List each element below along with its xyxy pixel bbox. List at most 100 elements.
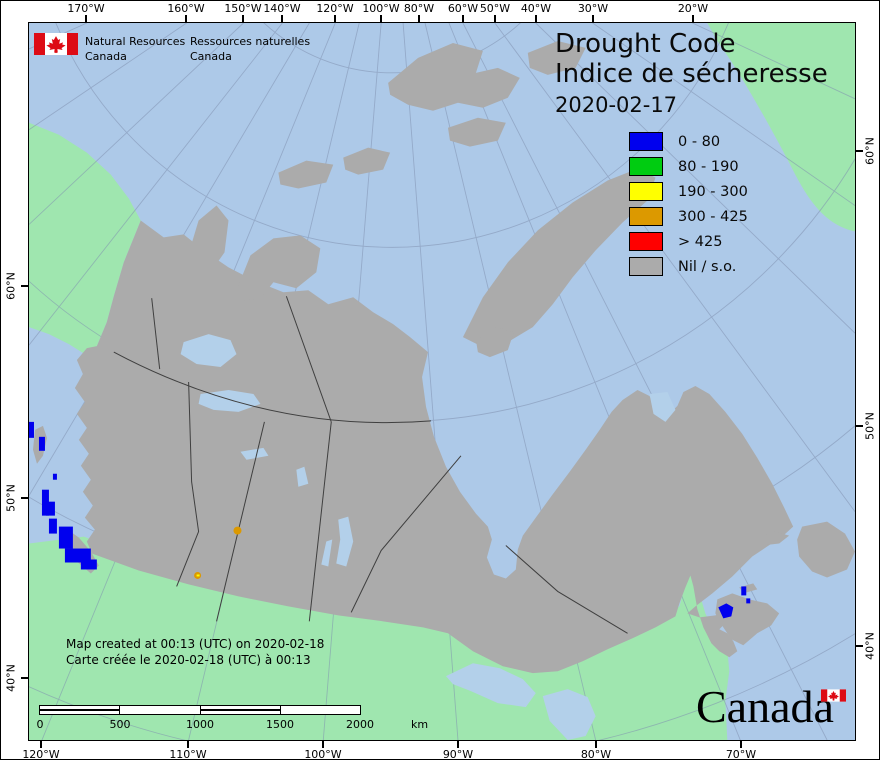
border-sk-mb: [308, 421, 332, 622]
victoria-island: [238, 235, 321, 301]
tick-top: [281, 15, 283, 22]
tick-top: [380, 15, 382, 22]
border-yukon-nwt: [151, 298, 161, 370]
legend-swatch-blue: [629, 132, 663, 151]
great-bear-lake: [180, 334, 237, 368]
graticule-label-top: 30°W: [577, 2, 609, 15]
graticule-label-bottom: 120°W: [22, 748, 60, 760]
lake-winnipegosis: [321, 539, 333, 567]
tick-bottom: [187, 741, 189, 748]
scale-label: 0: [36, 718, 44, 731]
graticule-label-top: 170°W: [67, 2, 105, 15]
graticule-label-top: 120°W: [316, 2, 354, 15]
legend-label: 80 - 190: [678, 158, 739, 175]
tick-top: [462, 15, 464, 22]
legend-label: 300 - 425: [678, 208, 748, 225]
tick-left: [21, 285, 28, 287]
tick-bottom: [595, 741, 597, 748]
canada-mainland: [74, 220, 794, 674]
logo-en-line2: Canada: [85, 50, 127, 63]
graticule-label-bottom: 100°W: [304, 748, 342, 760]
legend-row: 190 - 300: [629, 182, 748, 201]
tick-left: [21, 677, 28, 679]
tick-top: [692, 15, 694, 22]
tick-top: [535, 15, 537, 22]
graticule-label-right: 60°N: [863, 137, 877, 165]
scale-label: 2000: [346, 718, 374, 731]
legend-swatch-yellow: [629, 182, 663, 201]
tick-top: [185, 15, 187, 22]
title-fr: Indice de sécheresse: [555, 59, 828, 89]
tick-right: [856, 150, 863, 152]
map-frame: [28, 22, 856, 741]
logo-fr-line2: Canada: [190, 50, 232, 63]
scale-segment: [119, 706, 199, 714]
scale-bar-segments: [39, 705, 361, 715]
tick-right: [856, 645, 863, 647]
tick-top: [85, 15, 87, 22]
title-en: Drought Code: [555, 29, 736, 59]
parry-island: [278, 160, 334, 189]
graticule-label-top: 40°W: [520, 2, 552, 15]
graticule-label-left: 60°N: [4, 272, 18, 300]
tick-top: [494, 15, 496, 22]
tick-top: [592, 15, 594, 22]
banks-island: [186, 205, 229, 273]
wordmark-flag-icon: [821, 689, 846, 702]
tick-bottom: [457, 741, 459, 748]
graticule-label-bottom: 110°W: [169, 748, 207, 760]
graticule-label-bottom: 80°W: [580, 748, 612, 760]
scale-segment: [279, 706, 360, 714]
scale-bar: 0 500 1000 1500 2000 km: [36, 705, 429, 732]
lake-athabasca: [240, 447, 269, 460]
border-on-qc: [505, 545, 628, 634]
legend-label: 190 - 300: [678, 183, 748, 200]
graticule-label-right: 50°N: [863, 412, 877, 440]
legend-swatch-orange: [629, 207, 663, 226]
drought-low-patches: [29, 421, 751, 619]
border-bc-ab: [176, 381, 200, 587]
great-slave-lake: [198, 389, 261, 412]
scale-segment: [40, 706, 120, 714]
legend-row: Nil / s.o.: [629, 257, 748, 276]
lake-huron-michigan: [542, 689, 596, 740]
greenland-landmass: [690, 23, 855, 232]
graticule-label-top: 60°W: [447, 2, 479, 15]
scale-label: 1000: [186, 718, 214, 731]
legend-row: 0 - 80: [629, 132, 748, 151]
drought-high-dots: [194, 526, 242, 579]
parry-island-2: [343, 147, 391, 175]
islands: [32, 40, 855, 646]
border-nwt-nunavut: [285, 296, 332, 423]
legend-row: 80 - 190: [629, 157, 748, 176]
graticule-label-top: 160°W: [167, 2, 205, 15]
graticule-label-left: 50°N: [4, 484, 18, 512]
map-canvas: [29, 23, 855, 740]
logo-en-line1: Natural Resources: [85, 35, 186, 48]
map-title: Drought Code Indice de sécheresse 2020-0…: [555, 29, 828, 118]
lake-winnipeg: [336, 516, 354, 567]
tick-left: [21, 497, 28, 499]
creation-note-en: Map created at 00:13 (UTC) on 2020-02-18: [66, 637, 325, 651]
graticule-label-bottom: 90°W: [442, 748, 474, 760]
legend-swatch-green: [629, 157, 663, 176]
legend-swatch-gray: [629, 257, 663, 276]
anticosti-island: [755, 531, 790, 546]
scale-bar-labels: 0 500 1000 1500 2000 km: [36, 718, 429, 732]
tick-bottom: [40, 741, 42, 748]
legend-label: > 425: [678, 233, 723, 250]
tick-top: [242, 15, 244, 22]
graticule-label-top: 140°W: [263, 2, 301, 15]
legend-label: Nil / s.o.: [678, 258, 737, 275]
alaska-landmass: [29, 122, 141, 355]
canada-wordmark: Canada: [696, 681, 834, 732]
creation-note: Map created at 00:13 (UTC) on 2020-02-18…: [66, 636, 324, 668]
graticule-label-bottom: 70°W: [725, 748, 757, 760]
logo-text-en: Natural Resources Canada: [85, 34, 185, 64]
devon-island: [447, 117, 506, 147]
tick-bottom: [740, 741, 742, 748]
logo-text-fr: Ressources naturelles Canada: [190, 34, 310, 64]
graticule-label-top: 50°W: [479, 2, 511, 15]
tick-top: [334, 15, 336, 22]
